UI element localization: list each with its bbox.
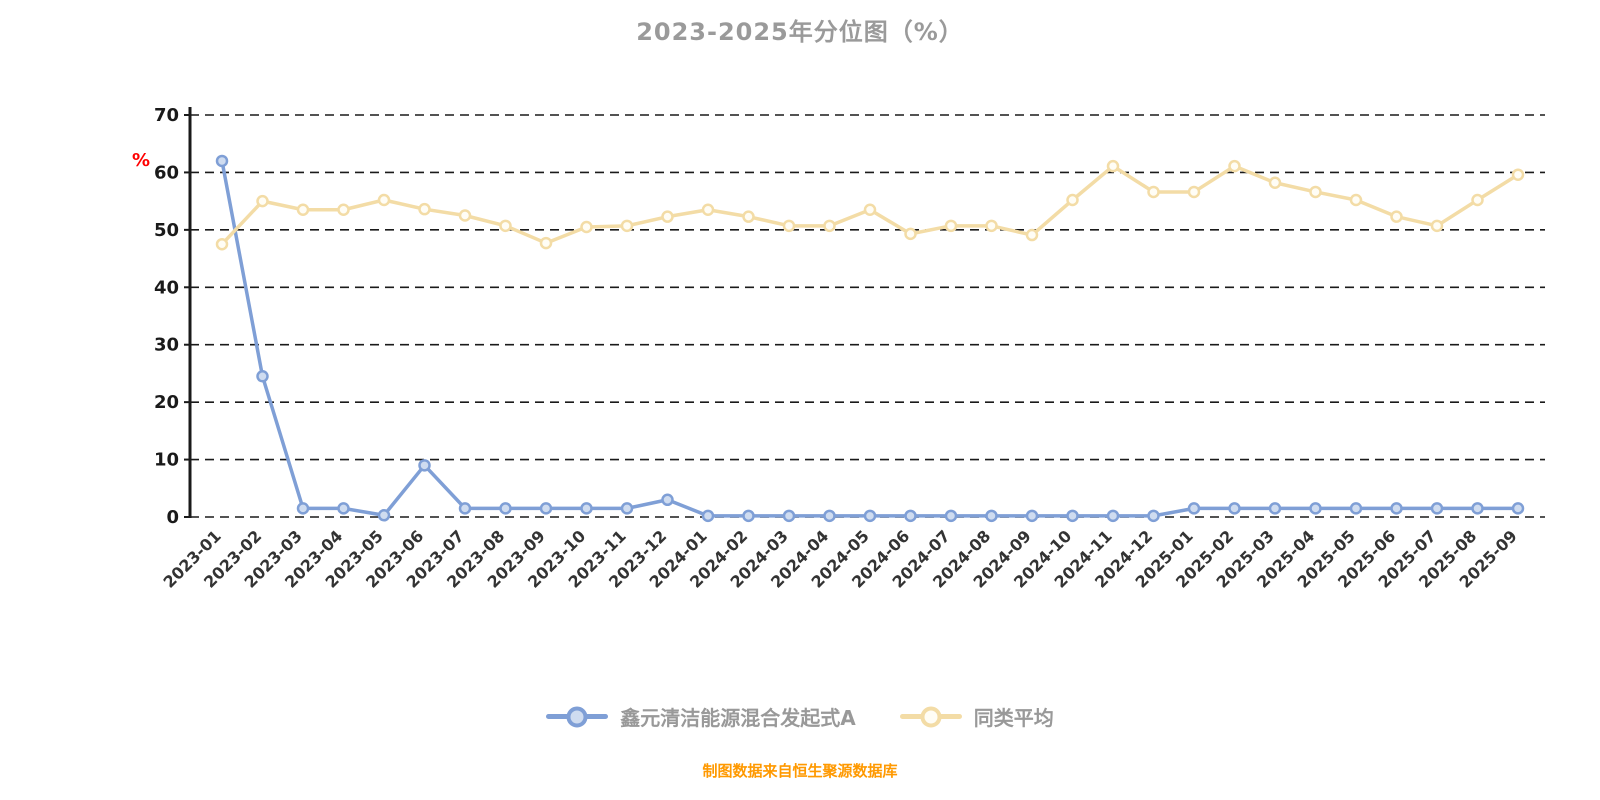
data-point[interactable]: [1511, 502, 1525, 515]
data-point[interactable]: [296, 502, 310, 515]
data-source-note: 制图数据来自恒生聚源数据库: [702, 762, 898, 780]
data-point[interactable]: [1066, 509, 1079, 523]
data-point[interactable]: [499, 502, 512, 515]
line-chart: 010203040506070%2023-012023-022023-03202…: [132, 105, 1545, 592]
data-point[interactable]: [823, 219, 836, 233]
data-point[interactable]: [904, 509, 917, 523]
data-point[interactable]: [742, 210, 755, 223]
chart-legend: 鑫元清洁能源混合发起式A 同类平均: [0, 702, 1600, 731]
data-point[interactable]: [377, 509, 391, 522]
data-point[interactable]: [1390, 210, 1403, 223]
data-point[interactable]: [620, 219, 634, 233]
fund-series-line-swatch: [546, 706, 609, 727]
data-point[interactable]: [944, 509, 958, 523]
data-point[interactable]: [296, 203, 310, 217]
data-point[interactable]: [944, 219, 958, 233]
y-axis-unit-label: %: [132, 150, 150, 171]
data-point[interactable]: [337, 502, 350, 515]
legend-item-category-average[interactable]: 同类平均: [899, 702, 1054, 731]
data-point[interactable]: [499, 219, 512, 233]
data-point[interactable]: [904, 227, 917, 241]
data-point[interactable]: [377, 193, 391, 207]
data-point[interactable]: [1268, 502, 1282, 515]
y-tick-label: 50: [154, 220, 179, 241]
data-point[interactable]: [1066, 193, 1079, 207]
data-point[interactable]: [742, 509, 755, 523]
data-point[interactable]: [1025, 509, 1039, 523]
data-point[interactable]: [458, 209, 472, 222]
data-point[interactable]: [337, 203, 350, 217]
data-point[interactable]: [1147, 509, 1160, 523]
data-point[interactable]: [1187, 502, 1201, 515]
data-point[interactable]: [1349, 502, 1363, 515]
average-series-marker-icon: [920, 706, 942, 727]
y-tick-label: 70: [154, 105, 179, 126]
data-point[interactable]: [823, 509, 836, 523]
data-point[interactable]: [1025, 228, 1039, 242]
data-point[interactable]: [1228, 502, 1241, 515]
y-tick-label: 10: [154, 450, 179, 471]
y-tick-label: 30: [154, 335, 179, 356]
data-point[interactable]: [418, 459, 431, 472]
data-point[interactable]: [1268, 176, 1282, 190]
data-point[interactable]: [1390, 502, 1403, 515]
data-point[interactable]: [580, 502, 593, 515]
data-point[interactable]: [256, 194, 269, 208]
legend-item-fund[interactable]: 鑫元清洁能源混合发起式A: [546, 702, 856, 731]
data-point[interactable]: [1511, 168, 1525, 181]
data-point[interactable]: [256, 370, 269, 383]
data-point[interactable]: [1106, 509, 1120, 523]
data-point[interactable]: [1147, 185, 1160, 199]
y-tick-label: 20: [154, 392, 179, 413]
data-point[interactable]: [701, 509, 715, 523]
data-point[interactable]: [1309, 185, 1322, 199]
data-point[interactable]: [661, 210, 674, 223]
data-point[interactable]: [701, 203, 715, 217]
legend-label-fund: 鑫元清洁能源混合发起式A: [620, 706, 856, 730]
data-point[interactable]: [539, 502, 553, 515]
chart-title: 2023-2025年分位图（%）: [636, 18, 964, 46]
data-point[interactable]: [215, 154, 229, 168]
data-point[interactable]: [1430, 502, 1444, 515]
data-point[interactable]: [782, 219, 796, 233]
y-tick-label: 60: [154, 162, 179, 183]
data-point[interactable]: [539, 236, 553, 250]
y-tick-label: 0: [166, 507, 179, 528]
data-point[interactable]: [215, 237, 229, 251]
data-point[interactable]: [782, 509, 796, 523]
average-series-line-swatch: [899, 706, 962, 727]
y-tick-label: 40: [154, 277, 179, 298]
data-point[interactable]: [863, 203, 877, 217]
fund-series-marker-icon: [566, 706, 588, 727]
legend-label-category-average: 同类平均: [973, 706, 1054, 730]
data-point[interactable]: [1349, 193, 1363, 207]
data-point[interactable]: [418, 202, 431, 216]
data-point[interactable]: [661, 493, 674, 507]
data-point[interactable]: [1471, 502, 1484, 515]
data-point[interactable]: [863, 509, 877, 523]
data-point[interactable]: [985, 219, 998, 233]
data-point[interactable]: [985, 509, 998, 523]
data-point[interactable]: [1471, 193, 1484, 207]
data-point[interactable]: [1228, 159, 1241, 173]
data-point[interactable]: [620, 502, 634, 515]
data-point[interactable]: [1106, 159, 1120, 173]
data-point[interactable]: [1187, 185, 1201, 199]
data-point[interactable]: [1309, 502, 1322, 515]
data-point[interactable]: [458, 502, 472, 515]
data-point[interactable]: [580, 220, 593, 234]
data-point[interactable]: [1430, 219, 1444, 233]
